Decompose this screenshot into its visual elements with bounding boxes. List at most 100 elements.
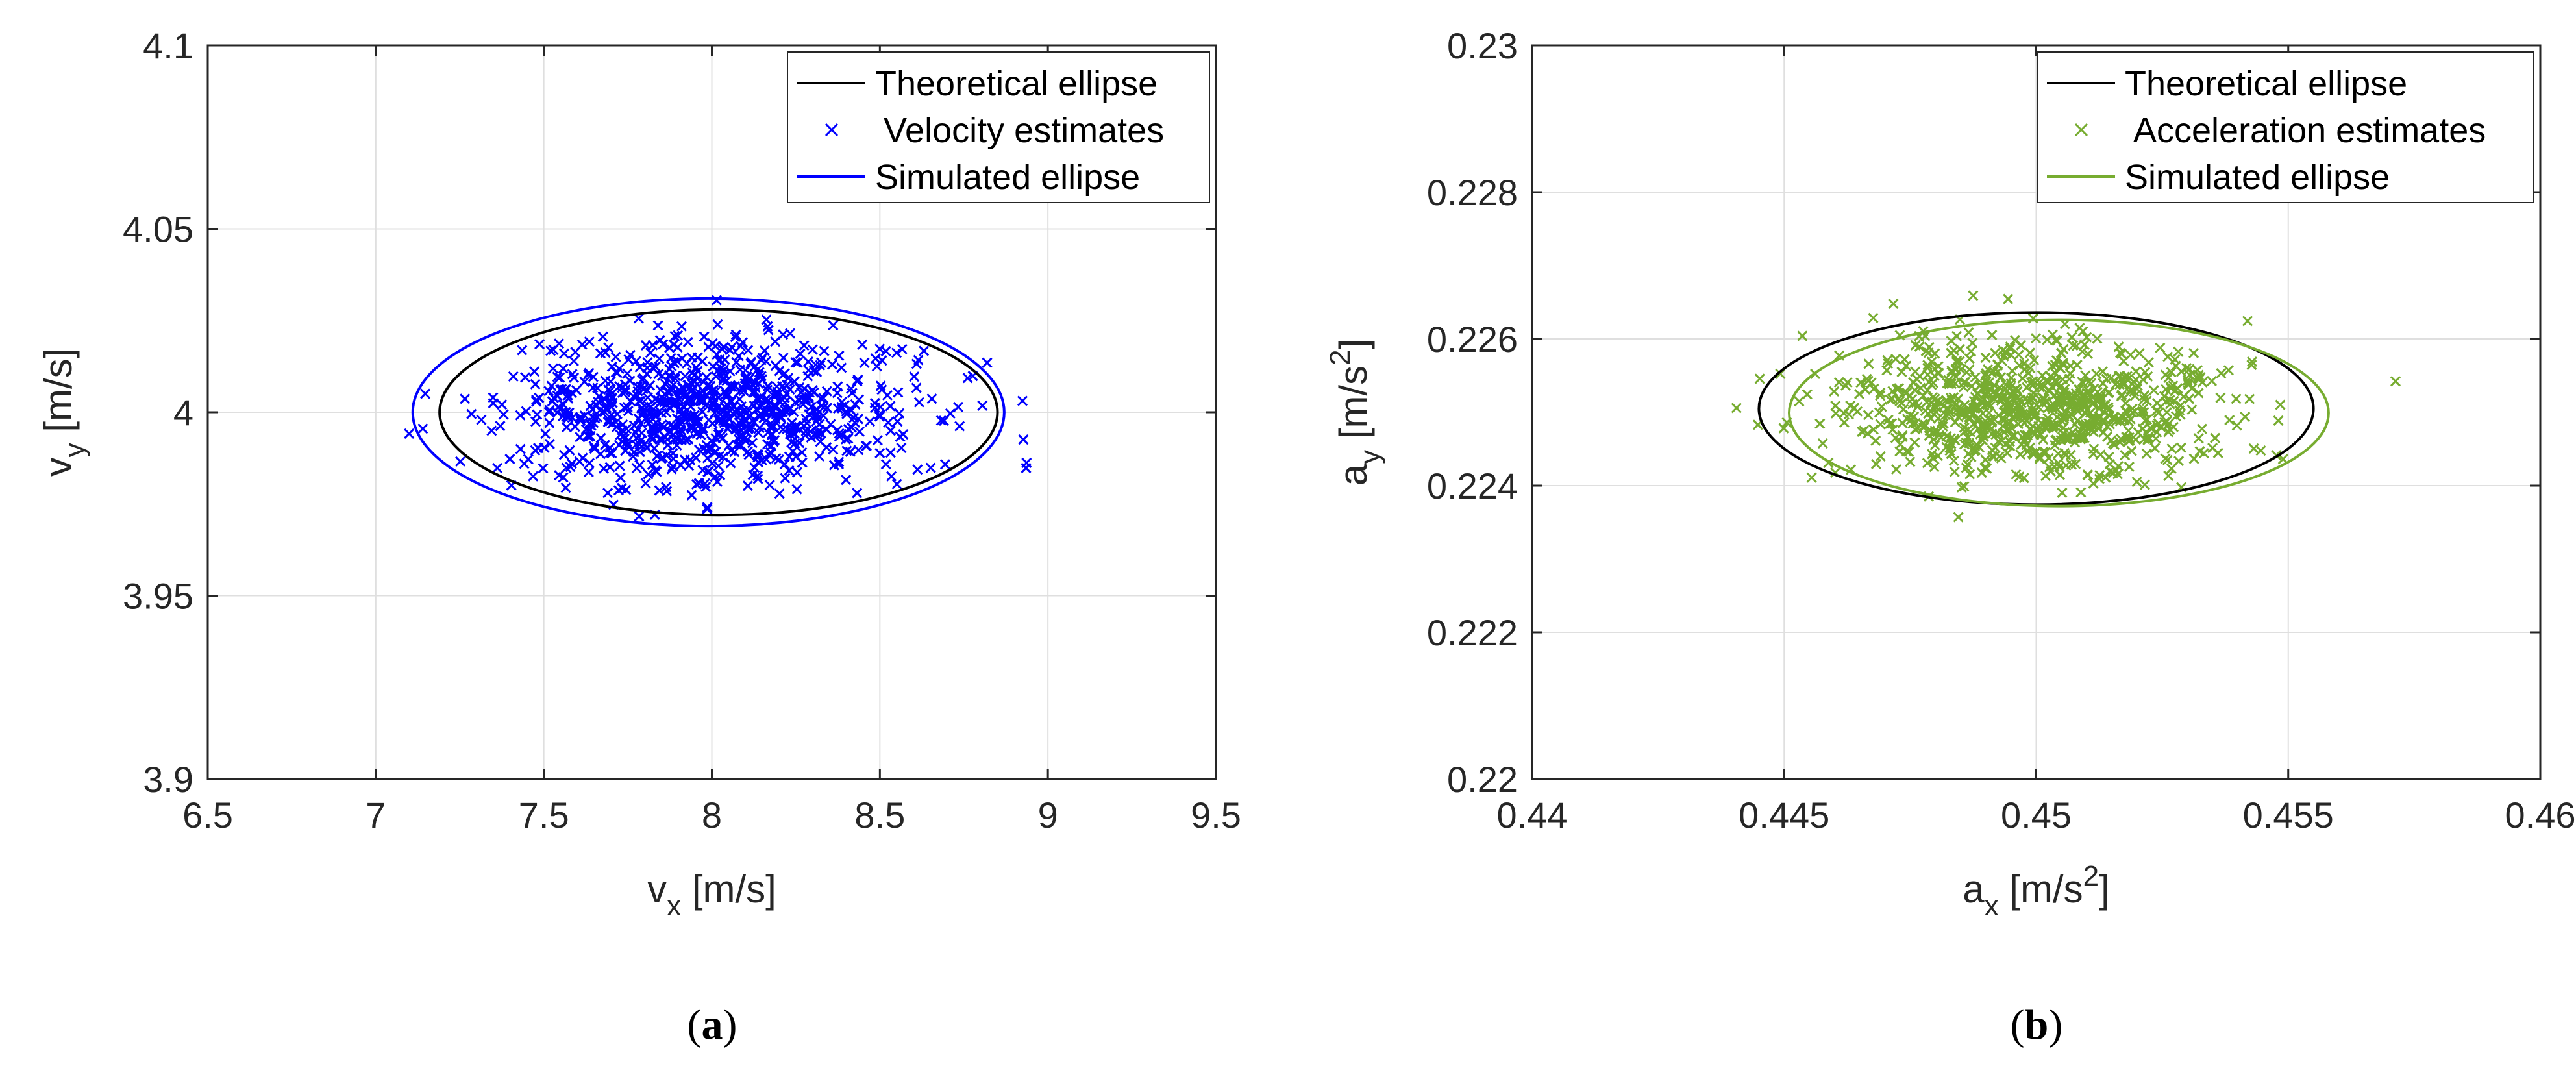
scatter-point xyxy=(2145,422,2156,433)
scatter-point xyxy=(695,388,706,399)
scatter-point xyxy=(632,386,643,397)
scatter-point xyxy=(2007,431,2018,442)
scatter-point xyxy=(706,458,718,469)
scatter-point xyxy=(530,394,542,405)
scatter-point xyxy=(2042,413,2053,424)
scatter-point xyxy=(530,378,541,390)
scatter-point xyxy=(1894,446,1905,457)
scatter-point xyxy=(2139,390,2150,401)
scatter-point xyxy=(558,348,570,359)
scatter-point xyxy=(534,339,545,350)
scatter-point xyxy=(531,396,542,407)
scatter-point xyxy=(2054,469,2066,480)
scatter-point xyxy=(2193,433,2204,444)
scatter-point xyxy=(1829,386,1840,397)
scatter-point xyxy=(495,421,506,432)
scatter-point xyxy=(2066,332,2077,343)
scatter-point xyxy=(735,340,746,352)
scatter-point xyxy=(1981,463,1992,474)
scatter-point xyxy=(883,417,894,428)
scatter-point xyxy=(543,386,554,397)
panel-caption: (a) xyxy=(687,1001,737,1048)
scatter-point xyxy=(2120,450,2131,461)
scatter-point xyxy=(2186,383,2198,394)
scatter-point xyxy=(701,371,712,383)
scatter-point xyxy=(2037,393,2048,404)
scatter-point xyxy=(2075,434,2087,445)
scatter-point xyxy=(2124,416,2135,427)
scatter-point xyxy=(892,416,903,427)
scatter-point xyxy=(893,387,904,398)
scatter-point xyxy=(569,372,580,383)
y-tick-label: 0.222 xyxy=(1427,612,1518,653)
scatter-point xyxy=(2080,408,2091,419)
scatter-point xyxy=(605,389,616,400)
scatter-point xyxy=(784,384,795,395)
scatter-point xyxy=(665,419,676,430)
scatter-point xyxy=(647,459,658,471)
scatter-point xyxy=(703,341,714,353)
scatter-point xyxy=(2088,478,2099,489)
scatter-point xyxy=(780,473,791,484)
scatter-point xyxy=(2148,385,2159,396)
scatter-point xyxy=(1922,458,1933,469)
chart-panel-a: 6.5 7 7.5 8 8.5 9 9.5 3.9 3.95 4 4.05 4.1 vx [m/s] vy… xyxy=(36,25,1241,1048)
scatter-point xyxy=(2142,371,2153,382)
scatter-point xyxy=(2030,333,2042,344)
scatter-point xyxy=(743,449,754,460)
scatter-point xyxy=(911,382,922,393)
scatter-point xyxy=(619,430,630,441)
scatter-point xyxy=(417,423,428,434)
scatter-point xyxy=(601,403,612,414)
scatter-point xyxy=(1929,401,1940,412)
scatter-point xyxy=(603,342,614,353)
scatter-point xyxy=(828,444,839,455)
scatter-point xyxy=(1817,438,1828,449)
scatter-point xyxy=(2098,406,2109,417)
scatter-point xyxy=(650,465,661,477)
scatter-point xyxy=(743,419,754,430)
scatter-point xyxy=(2059,447,2070,458)
scatter-point xyxy=(2155,342,2166,353)
scatter-point xyxy=(508,371,519,382)
scatter-point xyxy=(583,431,594,442)
scatter-point xyxy=(2141,448,2152,459)
ellipse-line xyxy=(438,308,999,517)
scatter-point xyxy=(886,471,897,482)
scatter-point xyxy=(1999,427,2010,438)
x-tick-label: 0.455 xyxy=(2243,795,2334,836)
scatter-point xyxy=(1976,395,1987,407)
scatter-point xyxy=(762,439,773,450)
scatter-point xyxy=(792,357,803,368)
scatter-point xyxy=(2181,362,2192,374)
scatter-point xyxy=(617,388,628,399)
scatter-point xyxy=(894,408,905,419)
scatter-point xyxy=(789,397,800,408)
scatter-point xyxy=(2047,329,2058,340)
scatter-point xyxy=(1949,466,1960,477)
scatter-point xyxy=(1983,364,1994,375)
scatter-point xyxy=(925,462,936,473)
scatter-point xyxy=(1942,403,1953,414)
scatter-point xyxy=(841,475,852,486)
scatter-point xyxy=(742,404,753,415)
ellipse-line xyxy=(411,297,1006,528)
scatter-point xyxy=(761,415,772,426)
scatter-point xyxy=(818,393,829,404)
scatter-point xyxy=(702,466,713,477)
scatter-point xyxy=(634,395,645,406)
scatter-point xyxy=(676,321,687,332)
scatter-point xyxy=(1863,428,1874,439)
scatter-point xyxy=(2017,373,2028,384)
scatter-point xyxy=(1890,464,1901,475)
x-tick-label: 0.45 xyxy=(2001,795,2072,836)
scatter-point xyxy=(568,356,579,367)
scatter-point xyxy=(1948,345,1959,356)
scatter-point xyxy=(1998,351,2009,362)
scatter-point xyxy=(655,384,666,395)
scatter-point xyxy=(673,330,684,341)
scatter-point xyxy=(2064,402,2076,413)
scatter-point xyxy=(789,438,800,449)
scatter-point xyxy=(588,382,599,393)
scatter-point xyxy=(864,416,876,427)
